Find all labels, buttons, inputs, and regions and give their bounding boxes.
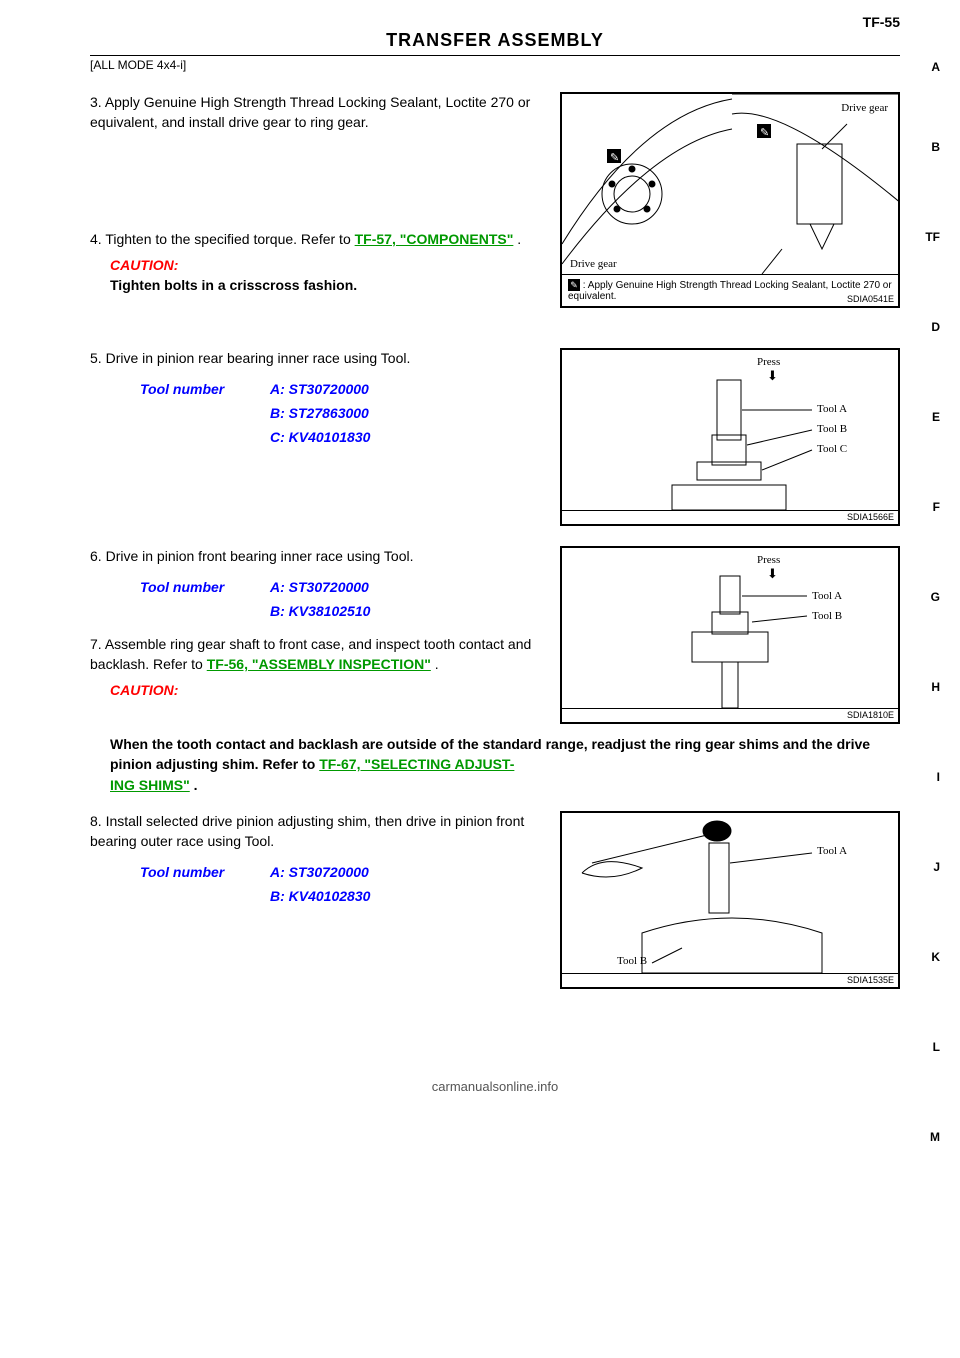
figure-hammer: Tool A Tool B SDIA1535E [560, 811, 900, 989]
step-text: Drive in pinion rear bearing inner race … [106, 350, 411, 366]
assembly-inspection-link[interactable]: TF-56, "ASSEMBLY INSPECTION" [207, 656, 431, 672]
side-letter: L [933, 1040, 940, 1054]
figure-caption-4: SDIA1535E [562, 973, 898, 987]
tool-b-value: B: ST27863000 [270, 402, 369, 426]
selecting-shims-link-2[interactable]: ING SHIMS" [110, 777, 190, 793]
tool-c-value: C: KV40101830 [270, 426, 370, 450]
tool-number-label: Tool number [140, 378, 270, 402]
figure-caption: ✎ : Apply Genuine High Strength Thread L… [562, 274, 898, 306]
step-text: Apply Genuine High Strength Thread Locki… [90, 94, 530, 130]
svg-text:✎: ✎ [760, 127, 769, 139]
tool-b-label: Tool B [817, 423, 847, 435]
arrow-down-icon: ⬇ [767, 368, 778, 384]
press-diagram-1 [562, 350, 898, 510]
step-text: Tighten to the specified torque. Refer t… [105, 231, 354, 247]
side-letter: E [932, 410, 940, 424]
selecting-shims-link-1[interactable]: TF-67, "SELECTING ADJUST- [319, 756, 514, 772]
arrow-down-icon: ⬇ [767, 566, 778, 582]
press-label: Press [757, 356, 780, 368]
page: TF-55 TRANSFER ASSEMBLY [ALL MODE 4x4-i]… [0, 0, 960, 1134]
tool-number-label: Tool number [140, 576, 270, 600]
svg-text:✎: ✎ [610, 152, 619, 164]
step-text: Install selected drive pinion adjusting … [90, 813, 524, 849]
side-letter: A [931, 60, 940, 74]
tool-a-value: A: ST30720000 [270, 861, 369, 885]
side-letter: D [931, 320, 940, 334]
caution-text: Tighten bolts in a crisscross fashion. [110, 277, 357, 293]
step-text: Drive in pinion front bearing inner race… [106, 548, 414, 564]
step-num: 4. [90, 231, 102, 247]
figure-press-2: Press ⬇ Tool A Tool B SDIA1810E [560, 546, 900, 724]
side-letter: M [930, 1130, 940, 1144]
drive-gear-diagram: ✎ ✎ [562, 94, 898, 274]
header-divider [90, 55, 900, 56]
callout-drive-gear-2: Drive gear [570, 258, 617, 270]
side-letter: TF [925, 230, 940, 244]
tool-b-label: Tool B [812, 610, 842, 622]
figure-press-1: Press ⬇ Tool A Tool B Tool C SDIA1566E [560, 348, 900, 526]
tool-number-label: Tool number [140, 861, 270, 885]
model-label: [ALL MODE 4x4-i] [90, 58, 900, 72]
step-num: 5. [90, 350, 102, 366]
components-link[interactable]: TF-57, "COMPONENTS" [355, 231, 514, 247]
step-num: 8. [90, 813, 102, 829]
tool-b-label: Tool B [617, 955, 647, 967]
press-label: Press [757, 554, 780, 566]
step-num: 7. [90, 636, 102, 652]
caption-text: : Apply Genuine High Strength Thread Loc… [568, 280, 892, 302]
content-area: ✎ ✎ Drive gear Drive gear ✎ : Apply Genu… [90, 92, 900, 999]
figure-id: SDIA0541E [847, 294, 894, 304]
caution-label: CAUTION: [110, 682, 178, 698]
hammer-diagram [562, 813, 898, 973]
figure-id: SDIA1535E [847, 975, 894, 985]
figure-drive-gear: ✎ ✎ Drive gear Drive gear ✎ : Apply Genu… [560, 92, 900, 308]
side-letter: G [931, 590, 940, 604]
callout-drive-gear: Drive gear [841, 102, 888, 114]
figure-id: SDIA1810E [847, 710, 894, 720]
side-letter: K [931, 950, 940, 964]
figure-caption-3: SDIA1810E [562, 708, 898, 722]
step-text-end: . [431, 656, 439, 672]
page-number: TF-55 [863, 14, 900, 30]
tool-a-value: A: ST30720000 [270, 378, 369, 402]
tool-a-value: A: ST30720000 [270, 576, 369, 600]
caution-text-2b: . [190, 777, 198, 793]
tool-a-label: Tool A [817, 403, 847, 415]
side-letter: B [931, 140, 940, 154]
side-letter: H [931, 680, 940, 694]
caution-text-2: When the tooth contact and backlash are … [110, 734, 900, 795]
footer: carmanualsonline.info [90, 1079, 900, 1094]
tool-a-label: Tool A [817, 845, 847, 857]
side-letter: J [933, 860, 940, 874]
side-letter: F [933, 500, 940, 514]
tool-b-value: B: KV40102830 [270, 885, 370, 909]
footer-link[interactable]: carmanualsonline.info [432, 1079, 558, 1094]
figure-caption-2: SDIA1566E [562, 510, 898, 524]
figure-id: SDIA1566E [847, 512, 894, 522]
step-num: 3. [90, 94, 102, 110]
caution-label: CAUTION: [110, 257, 178, 273]
step-text-end: . [513, 231, 521, 247]
step-num: 6. [90, 548, 102, 564]
press-diagram-2 [562, 548, 898, 708]
side-letter: I [937, 770, 940, 784]
tool-a-label: Tool A [812, 590, 842, 602]
header-title: TRANSFER ASSEMBLY [90, 30, 900, 51]
tool-c-label: Tool C [817, 443, 847, 455]
tool-b-value: B: KV38102510 [270, 600, 370, 624]
